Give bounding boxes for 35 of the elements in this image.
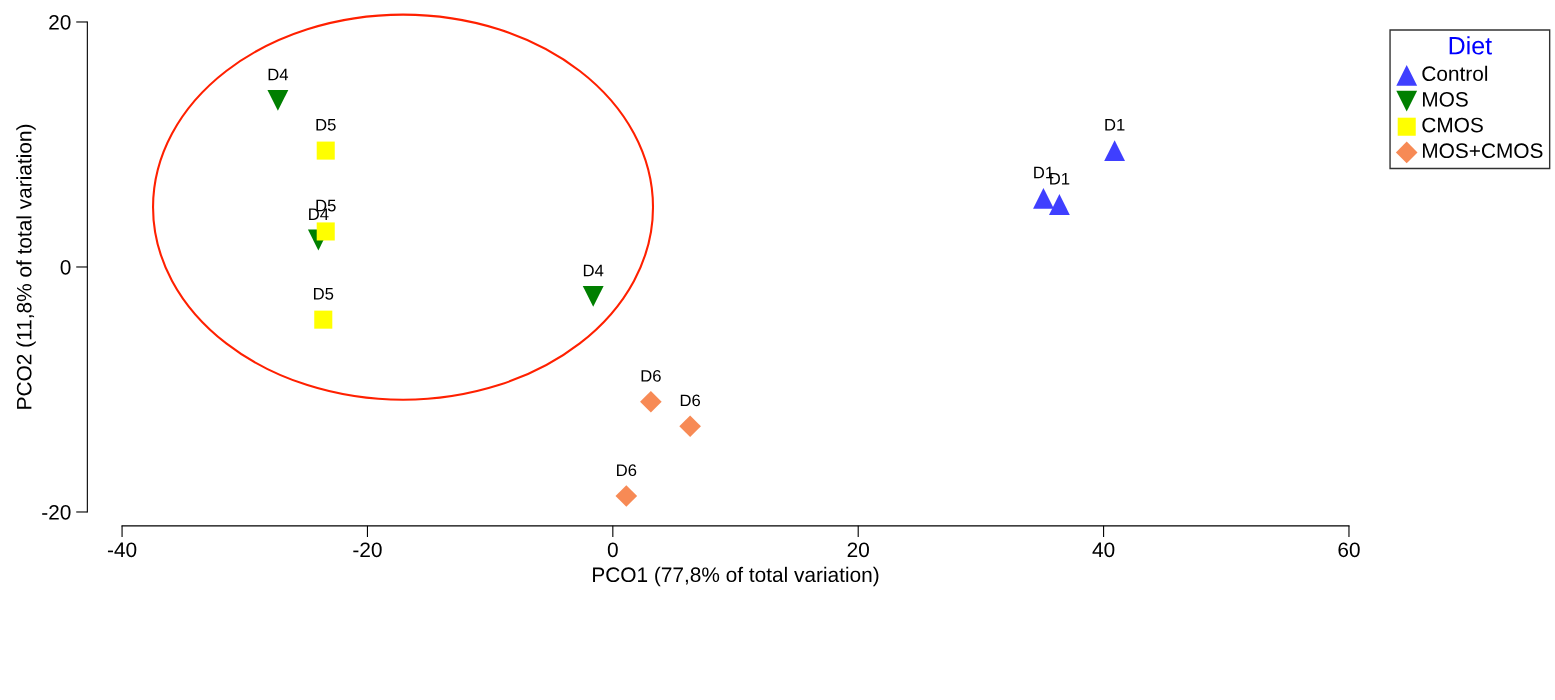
x-tick-label: 0 — [607, 542, 618, 558]
point — [314, 310, 333, 329]
x-tick-label: 20 — [847, 542, 869, 558]
point — [1049, 194, 1070, 215]
y-axis-title: PCO2 (11,8% of total variation) — [16, 124, 36, 409]
legend-label: CMOS — [1422, 117, 1483, 133]
x-tick-label: 60 — [1338, 542, 1360, 558]
x-axis-title: PCO1 (77,8% of total variation) — [593, 566, 879, 587]
legend-label: MOS+CMOS — [1423, 143, 1543, 159]
point — [267, 89, 289, 111]
annotation: D6 — [617, 464, 637, 477]
legend-label: MOS — [1423, 91, 1468, 107]
annotation: D6 — [680, 394, 701, 407]
x-tick-label: -20 — [353, 542, 382, 558]
annotation: D1 — [1105, 119, 1125, 131]
point — [640, 390, 662, 413]
point — [615, 485, 638, 507]
y-tick-label: 20 — [49, 14, 71, 30]
annotation: D4 — [268, 68, 289, 81]
point — [582, 285, 604, 307]
y-tick-label: 0 — [60, 259, 71, 275]
x-tick-label: 40 — [1092, 542, 1115, 558]
annotation: D6 — [641, 369, 661, 382]
legend-label: Control — [1422, 65, 1488, 82]
x-tick-label: -40 — [107, 542, 137, 558]
point — [1033, 187, 1054, 209]
point — [1104, 140, 1126, 162]
point — [316, 141, 335, 160]
annotation: D5 — [313, 288, 334, 300]
point — [679, 415, 701, 438]
y-tick-label: -20 — [42, 504, 71, 520]
legend-title: Diet — [1449, 36, 1492, 55]
point — [316, 222, 335, 241]
annotation: D4 — [583, 264, 604, 277]
annotation: D5 — [316, 119, 336, 131]
